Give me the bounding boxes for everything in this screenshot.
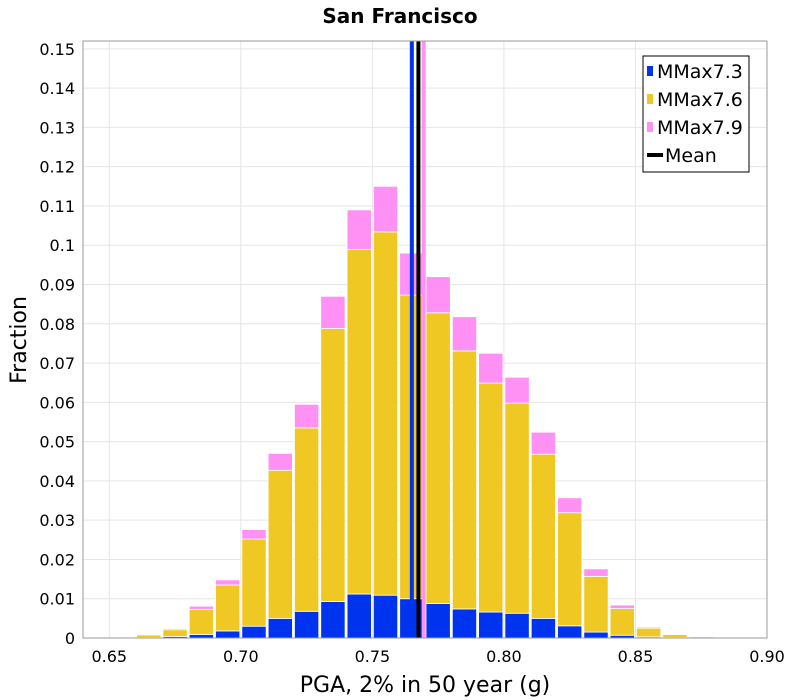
- legend-box: [642, 55, 750, 173]
- legend-swatch: [647, 94, 653, 104]
- bar-mmax7-6: [557, 512, 583, 627]
- bar-mmax7-3: [425, 603, 451, 639]
- bar-mmax7-6: [372, 231, 399, 596]
- y-tick-label: 0.07: [39, 354, 75, 373]
- bar-mmax7-9: [372, 185, 399, 233]
- y-tick-label: 0.08: [39, 315, 75, 334]
- x-tick-label: 0.90: [749, 647, 785, 666]
- legend-label: MMax7.3: [657, 61, 743, 83]
- bar-mmax7-6: [188, 608, 214, 635]
- x-tick-label: 0.80: [486, 647, 522, 666]
- bar-mmax7-9: [583, 568, 609, 577]
- legend-label: Mean: [665, 145, 717, 167]
- y-tick-label: 0.02: [39, 550, 75, 569]
- legend-label: MMax7.9: [657, 117, 743, 139]
- bar-mmax7-3: [215, 630, 241, 639]
- bar-mmax7-3: [530, 617, 556, 639]
- plot-frame: [82, 40, 768, 639]
- bar-mmax7-6: [320, 328, 346, 602]
- bar-mmax7-3: [188, 634, 214, 639]
- bar-mmax7-6: [636, 627, 662, 638]
- bar-mmax7-9: [530, 431, 556, 455]
- bar-mmax7-3: [372, 594, 399, 639]
- y-tick-label: 0: [65, 629, 75, 648]
- bar-mmax7-9: [188, 605, 214, 610]
- bar-mmax7-6: [451, 350, 478, 610]
- chart-title: San Francisco: [322, 4, 477, 28]
- bar-mmax7-6: [530, 453, 556, 619]
- x-axis-label: PGA, 2% in 50 year (g): [300, 673, 551, 698]
- bar-mmax7-9: [162, 628, 188, 631]
- bar-mmax7-6: [478, 382, 504, 613]
- y-tick-label: 0.15: [39, 40, 75, 59]
- y-tick-label: 0.01: [39, 590, 75, 609]
- bar-mmax7-9: [425, 276, 451, 314]
- legend-swatch: [647, 66, 653, 76]
- legend-swatch: [647, 122, 653, 132]
- bar-mmax7-9: [557, 497, 583, 514]
- bar-mmax7-9: [636, 626, 662, 629]
- y-tick-label: 0.06: [39, 393, 75, 412]
- bar-mmax7-6: [504, 402, 530, 614]
- bar-mmax7-3: [294, 610, 320, 639]
- x-tick-label: 0.85: [618, 647, 654, 666]
- bar-mmax7-6: [609, 608, 635, 636]
- y-axis-label: Fraction: [7, 296, 32, 384]
- y-axis-ticks: 0 0.01 0.02 0.03 0.04 0.05 0.06 0.07 0.08 0.09 0.1…: [39, 40, 75, 648]
- x-axis-ticks: 0.65 0.70 0.75 0.80 0.85 0.90: [91, 647, 784, 666]
- bar-mmax7-9: [294, 403, 320, 429]
- bar-mmax7-3: [583, 631, 609, 639]
- bar-mmax7-6: [294, 427, 320, 612]
- bar-mmax7-3: [241, 625, 267, 639]
- y-tick-label: 0.09: [39, 276, 75, 295]
- x-tick-label: 0.75: [355, 647, 391, 666]
- bar-mmax7-6: [162, 629, 188, 637]
- bar-mmax7-6: [425, 312, 451, 604]
- bar-mmax7-6: [267, 469, 293, 619]
- y-tick-label: 0.14: [39, 79, 75, 98]
- bar-mmax7-9: [451, 316, 478, 352]
- bar-mmax7-3: [557, 625, 583, 639]
- bar-mmax7-9: [241, 529, 267, 540]
- x-tick-label: 0.70: [223, 647, 259, 666]
- bar-mmax7-3: [320, 601, 346, 639]
- bar-mmax7-3: [451, 608, 478, 639]
- y-tick-label: 0.03: [39, 511, 75, 530]
- y-tick-label: 0.12: [39, 158, 75, 177]
- bar-mmax7-3: [504, 612, 530, 639]
- bar-mmax7-9: [504, 376, 530, 404]
- bar-mmax7-3: [478, 611, 504, 639]
- y-tick-label: 0.13: [39, 118, 75, 137]
- bar-mmax7-9: [346, 209, 372, 250]
- y-tick-label: 0.05: [39, 433, 75, 452]
- bar-mmax7-9: [320, 295, 346, 329]
- bar-mmax7-9: [478, 352, 504, 384]
- bar-mmax7-9: [215, 579, 241, 586]
- bar-mmax7-6: [136, 634, 162, 639]
- legend-label: MMax7.6: [657, 89, 743, 111]
- bar-mmax7-3: [267, 617, 293, 639]
- bar-mmax7-3: [346, 593, 372, 639]
- bar-mmax7-6: [241, 538, 267, 627]
- bar-mmax7-6: [346, 249, 372, 595]
- bar-mmax7-9: [609, 604, 635, 609]
- y-tick-label: 0.1: [50, 236, 75, 255]
- mean-lines: [409, 41, 426, 638]
- bar-mmax7-6: [662, 634, 688, 639]
- y-tick-label: 0.11: [39, 197, 75, 216]
- legend: MMax7.3 MMax7.6 MMax7.9 Mean: [642, 55, 750, 173]
- bar-mmax7-9: [267, 453, 293, 471]
- bar-mmax7-6: [583, 575, 609, 633]
- x-tick-label: 0.65: [91, 647, 127, 666]
- y-tick-label: 0.04: [39, 472, 75, 491]
- bar-mmax7-6: [215, 584, 241, 632]
